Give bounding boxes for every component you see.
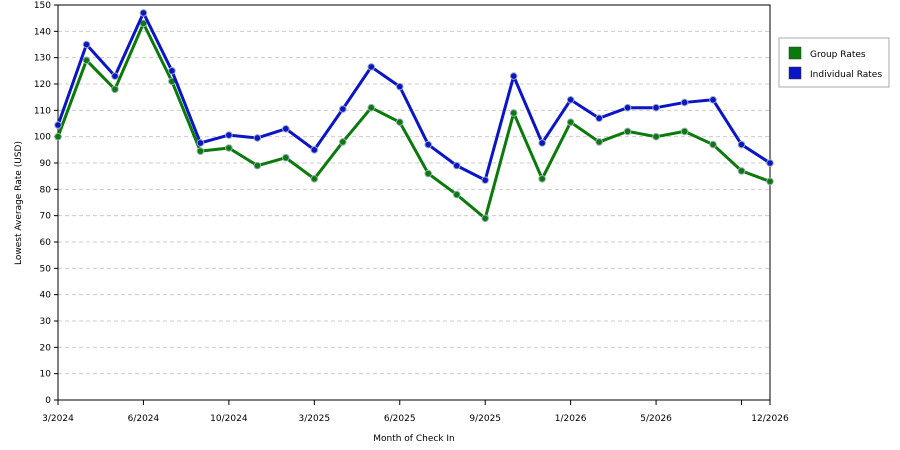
legend: Group Rates Individual Rates [778, 37, 890, 88]
data-point [509, 109, 518, 117]
y-tick-label: 60 [40, 238, 52, 248]
data-point [253, 134, 262, 142]
data-point [395, 118, 404, 126]
data-point [680, 127, 689, 136]
data-point [225, 131, 233, 139]
y-tick-label: 110 [34, 106, 51, 116]
legend-label: Individual Rates [810, 70, 882, 80]
data-point [481, 214, 490, 223]
y-tick-label: 50 [40, 264, 52, 274]
data-point [623, 127, 632, 136]
data-point [339, 138, 347, 146]
x-tick-label: 1/2026 [555, 414, 587, 424]
data-point [538, 175, 546, 183]
x-tick-label: 6/2024 [128, 414, 160, 424]
y-tick-label: 120 [34, 80, 51, 90]
data-point [282, 124, 290, 133]
y-tick-label: 0 [45, 396, 51, 406]
y-tick-label: 130 [34, 54, 51, 64]
data-point [111, 72, 119, 80]
plot-border [57, 4, 771, 401]
data-point [566, 96, 575, 104]
data-point [367, 63, 376, 71]
data-point [766, 177, 774, 186]
y-tick-label: 10 [40, 370, 52, 380]
y-tick-label: 40 [40, 291, 52, 301]
series-line [56, 21, 771, 220]
data-point [225, 144, 233, 152]
x-tick-label: 6/2025 [384, 414, 416, 424]
data-point [82, 40, 91, 49]
data-point [766, 159, 774, 167]
x-tick-label: 12/2026 [751, 414, 789, 424]
legend-label: Group Rates [810, 50, 866, 60]
y-tick-label: 90 [40, 159, 52, 169]
data-point [310, 175, 319, 183]
data-point [595, 138, 603, 146]
data-point [709, 96, 717, 104]
data-point [538, 139, 546, 147]
data-point [139, 9, 148, 17]
data-point [424, 169, 433, 178]
data-point [310, 146, 319, 154]
data-point [452, 161, 461, 170]
data-point [282, 153, 290, 162]
data-point [54, 121, 62, 129]
data-point [196, 139, 205, 147]
data-point [737, 140, 746, 149]
y-tick-label: 150 [34, 1, 51, 11]
x-tick-label: 5/2026 [640, 414, 672, 424]
data-point [452, 190, 461, 199]
data-point [82, 56, 91, 65]
data-point [339, 105, 347, 113]
y-tick-label: 140 [34, 27, 51, 37]
legend-swatch [788, 46, 802, 60]
y-axis-title: Lowest Average Rate (USD) [14, 141, 24, 265]
data-point [168, 67, 176, 75]
x-tick-label: 3/2025 [298, 414, 330, 424]
y-tick-label: 20 [40, 343, 52, 353]
data-point [623, 103, 632, 112]
y-tick-label: 100 [34, 133, 51, 143]
x-tick-label: 10/2024 [210, 414, 248, 424]
x-tick-label: 9/2025 [469, 414, 501, 424]
data-point [509, 72, 518, 80]
data-point [652, 103, 660, 112]
data-point [595, 114, 603, 123]
data-point [111, 85, 119, 94]
x-tick-label: 3/2024 [42, 414, 74, 424]
series-line [56, 11, 771, 182]
legend-swatch [788, 66, 802, 80]
y-tick-label: 80 [40, 185, 52, 195]
x-axis-title: Month of Check In [373, 434, 455, 444]
data-point [253, 161, 262, 170]
data-point [481, 176, 490, 184]
data-point [737, 167, 746, 175]
data-point [54, 132, 62, 141]
data-point [566, 118, 575, 126]
y-tick-label: 30 [40, 317, 52, 327]
data-point [367, 103, 376, 112]
data-point [196, 147, 205, 155]
data-point [395, 82, 404, 91]
y-tick-label: 70 [40, 212, 52, 222]
data-point [652, 132, 660, 141]
data-point [424, 140, 433, 149]
data-point [680, 98, 689, 107]
data-point [709, 140, 717, 149]
